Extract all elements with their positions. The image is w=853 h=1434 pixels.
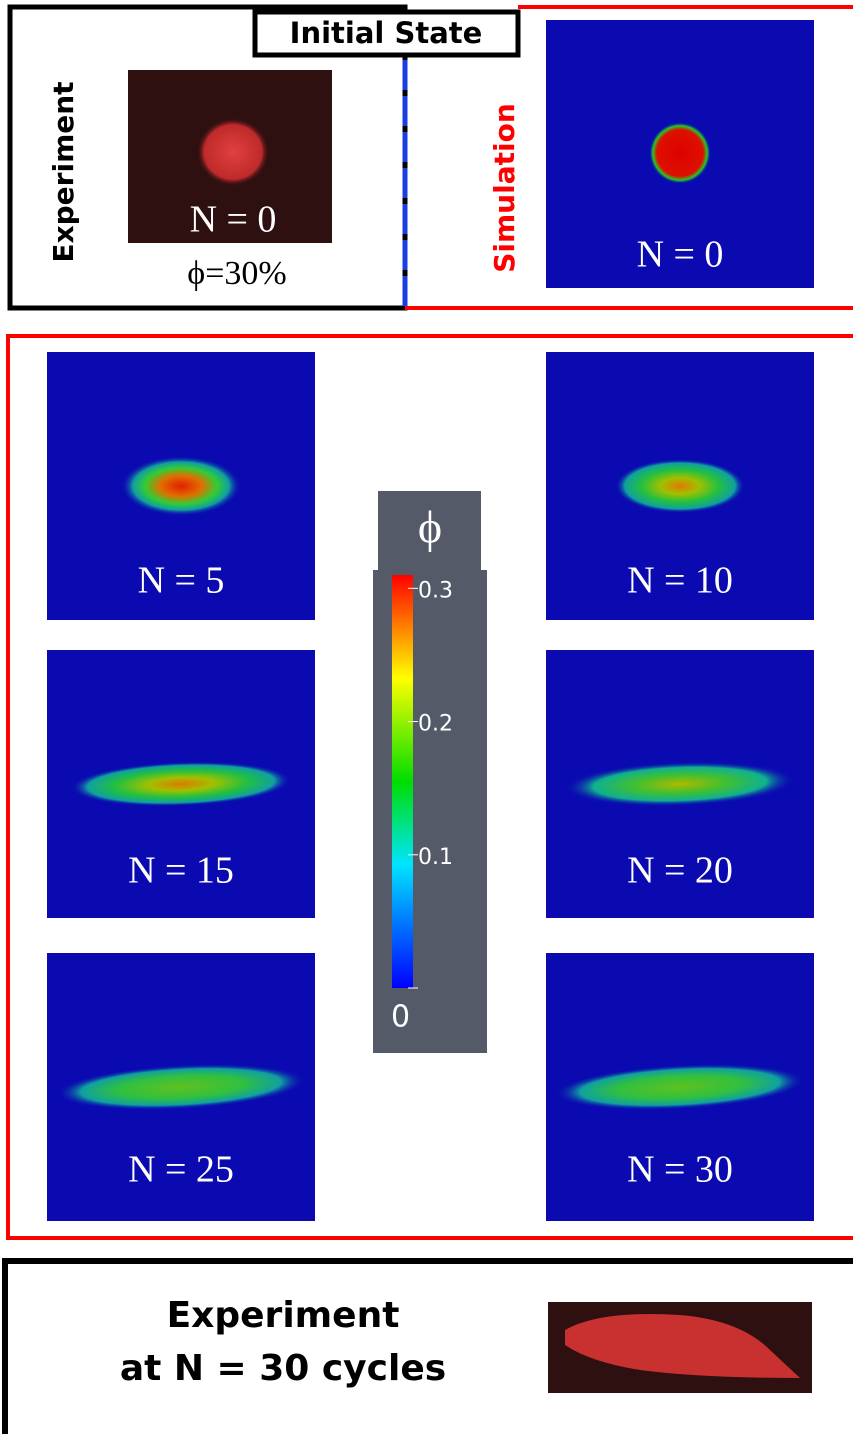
simulation-label: Simulation [488, 103, 521, 273]
evolution-frame [6, 334, 853, 1240]
simulation-blob [649, 122, 711, 184]
colorbar-tick-label: 0.3 [418, 578, 453, 603]
experiment-label: Experiment [47, 81, 80, 262]
panel-label: N = 20 [627, 850, 733, 892]
title: Initial State [290, 16, 483, 50]
simulation-blob [56, 1064, 306, 1110]
colorbar-tick-label: 0.2 [418, 712, 453, 737]
simulation-blob [121, 456, 241, 516]
simulation-blob [555, 1064, 805, 1110]
colorbar-gradient [392, 575, 413, 988]
final-frame [2, 1258, 853, 1434]
panel-label: N = 10 [627, 560, 733, 602]
panels: N = 5 N = 10 N = 15 N = 20 N = 25 N = 30 [47, 352, 814, 1221]
final-line2: at N = 30 cycles [120, 1348, 446, 1389]
final-line1: Experiment [167, 1295, 400, 1336]
panel-label: N = 30 [627, 1149, 733, 1191]
simulation-blob [565, 761, 795, 807]
experiment-image-label: N = 0 [190, 199, 277, 241]
final-colony [565, 1314, 800, 1378]
colorbar-header [378, 491, 481, 571]
simulation-blob [615, 459, 745, 513]
panel-label: N = 15 [128, 850, 234, 892]
colorbar-ticks: 0 0.1 0.2 0.3 [391, 578, 453, 1034]
panel-label: N = 5 [138, 560, 225, 602]
colorbar-tick-label: 0.1 [418, 845, 453, 870]
colorbar-symbol: ϕ [418, 502, 442, 553]
colorbar-box [373, 570, 487, 1053]
panel-label: N = 25 [128, 1149, 234, 1191]
experiment-colony [197, 118, 269, 186]
phi-label: ϕ=30% [187, 255, 286, 292]
title-box [252, 9, 521, 58]
colorbar-tick-label: 0 [391, 1000, 410, 1035]
simulation-image-label: N = 0 [637, 234, 724, 276]
simulation-blob [71, 761, 291, 807]
